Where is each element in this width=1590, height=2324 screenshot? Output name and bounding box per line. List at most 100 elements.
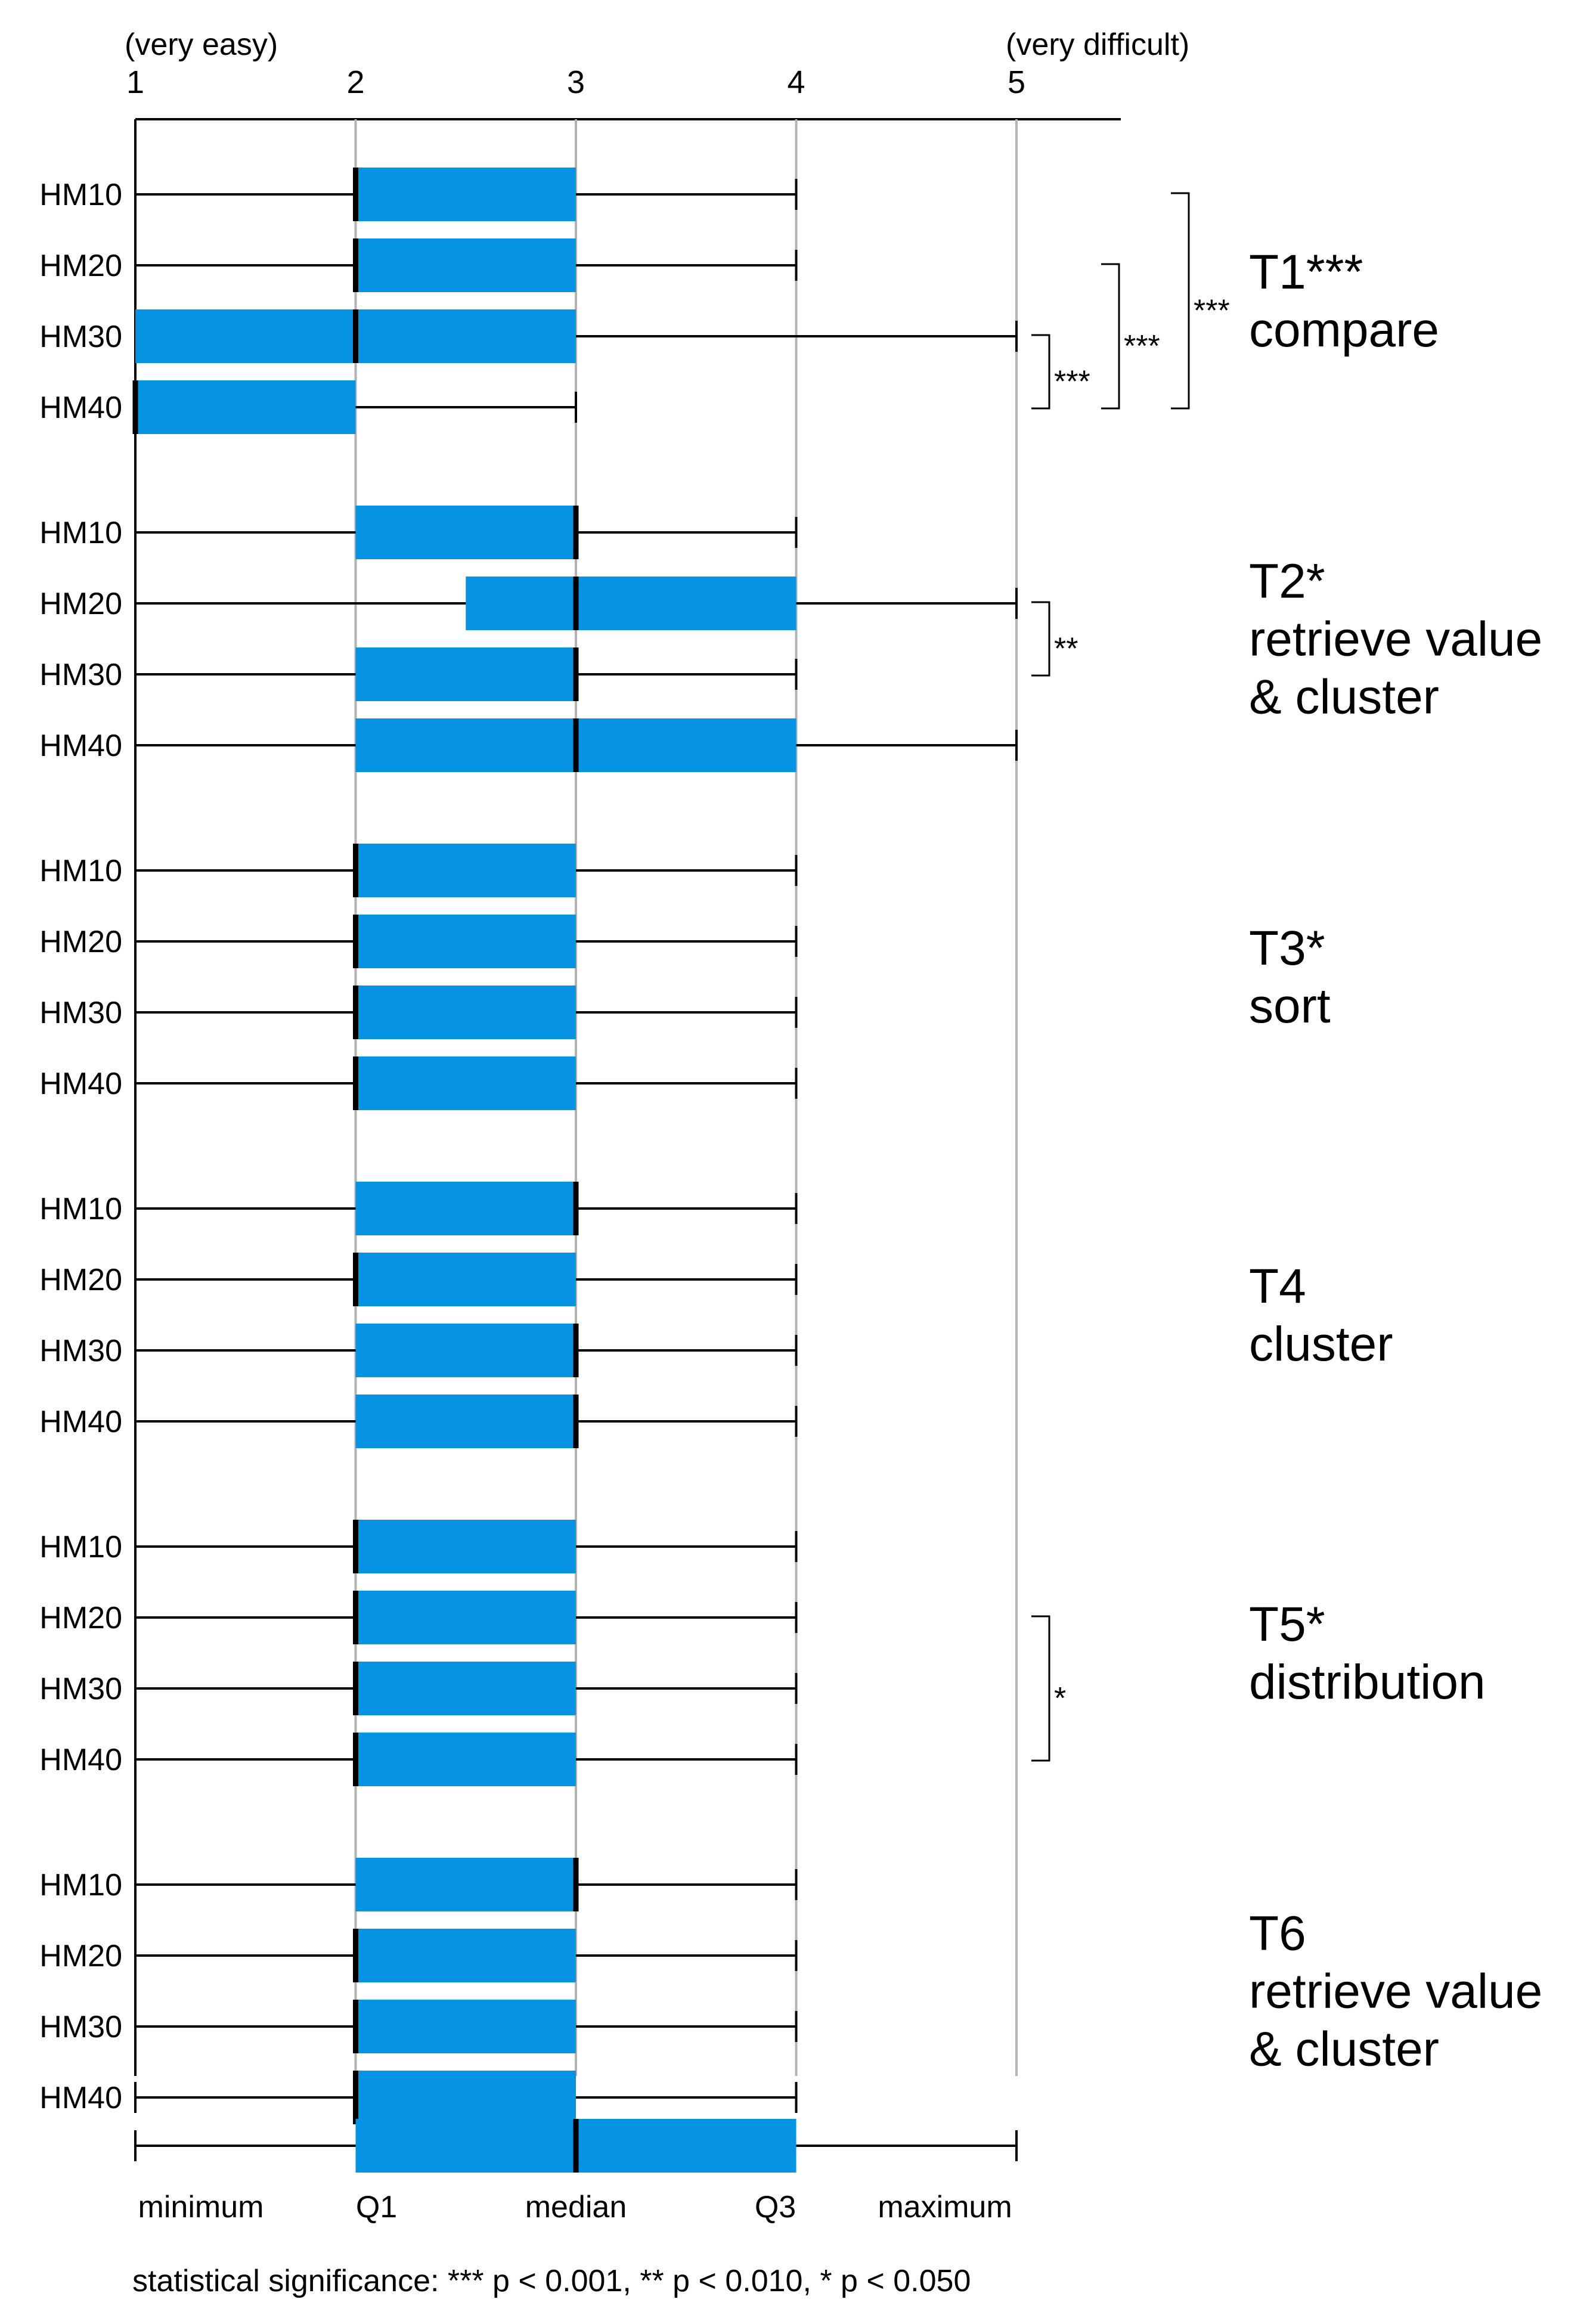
task-title: T5* [1249, 1597, 1325, 1651]
box-row: HM30 [39, 1662, 798, 1715]
row-label: HM30 [39, 320, 122, 354]
row-label: HM20 [39, 249, 122, 283]
box-row: HM40 [39, 1395, 798, 1448]
task-title: T3* [1249, 921, 1325, 975]
axis-tick-label: 3 [567, 64, 585, 100]
box-iqr-box [355, 1858, 576, 1911]
task-title: T2* [1249, 554, 1325, 609]
significance-stars: ** [1054, 632, 1078, 667]
task-group: HM10 HM20 HM30 HM40 T1***compare *** *** *** [39, 168, 1439, 434]
box-row: HM20 [39, 915, 798, 968]
task-subtitle: retrieve value [1249, 1964, 1542, 2019]
box-median-mark [353, 1929, 358, 1982]
row-label: HM40 [39, 729, 122, 763]
row-label: HM30 [39, 2010, 122, 2044]
box-row: HM40 [39, 1056, 798, 1110]
box-median-mark [573, 577, 579, 630]
task-group: HM10 HM20 HM30 HM40 T3*sort [39, 844, 1331, 1110]
box-median-mark [353, 238, 358, 292]
box-median-mark [573, 1324, 579, 1377]
box-row: HM10 [39, 506, 798, 559]
significance-bracket [1031, 601, 1050, 677]
box-median-mark [353, 915, 358, 968]
box-row: HM10 [39, 1182, 798, 1235]
significance-bracket [1171, 192, 1190, 410]
box-row: HM30 [39, 2000, 798, 2053]
box-median-mark [573, 1395, 579, 1448]
box-median-mark [353, 1591, 358, 1644]
task-title: T1*** [1249, 245, 1363, 299]
row-label: HM10 [39, 516, 122, 550]
box-median-mark [132, 380, 138, 434]
significance-stars: *** [1054, 365, 1090, 399]
box-median-mark [353, 1056, 358, 1110]
box-iqr-box [355, 168, 576, 221]
box-iqr-box [355, 2000, 576, 2053]
box-median-mark [353, 2000, 358, 2053]
significance-stars: *** [1124, 329, 1160, 364]
box-row: HM10 [39, 1858, 798, 1911]
row-label: HM40 [39, 1743, 122, 1777]
footnote: statistical significance: *** p < 0.001,… [132, 2264, 971, 2298]
task-group: HM10 HM20 HM30 HM40 T5*distribution * [39, 1520, 1486, 1786]
significance-bracket [1031, 1615, 1050, 1762]
box-iqr-box [355, 506, 576, 559]
box-iqr-box [135, 380, 356, 434]
box-row: HM20 [39, 238, 798, 292]
box-row: HM30 [39, 1324, 798, 1377]
box-iqr-box [466, 577, 796, 630]
box-iqr-box [355, 1395, 576, 1448]
row-label: HM30 [39, 1334, 122, 1368]
legend-label: median [525, 2190, 627, 2224]
row-label: HM40 [39, 1067, 122, 1101]
row-label: HM20 [39, 1601, 122, 1635]
task-subtitle: compare [1249, 303, 1439, 357]
significance-stars: * [1054, 1681, 1066, 1716]
box-iqr-box [355, 2071, 576, 2124]
task-title: T6 [1249, 1907, 1306, 1961]
box-median-mark [573, 1858, 579, 1911]
row-label: HM40 [39, 2081, 122, 2115]
task-subtitle: retrieve value [1249, 612, 1542, 667]
row-label: HM40 [39, 391, 122, 425]
box-median-mark [573, 718, 579, 772]
box-median-mark [353, 1662, 358, 1715]
legend-label: Q1 [356, 2190, 397, 2224]
box-iqr-box [355, 1056, 576, 1110]
axis-tick-label: 2 [346, 64, 364, 100]
task-subtitle: cluster [1249, 1317, 1393, 1371]
box-iqr-box [355, 647, 576, 701]
box-row: HM10 [39, 168, 798, 221]
significance-bracket [1031, 334, 1050, 410]
box-row: HM20 [39, 1929, 798, 1982]
box-iqr-box [355, 1733, 576, 1786]
box-iqr-box [355, 915, 576, 968]
legend-label: Q3 [755, 2190, 796, 2224]
box-median-mark [573, 1182, 579, 1235]
row-label: HM30 [39, 658, 122, 692]
box-iqr-box [355, 1929, 576, 1982]
row-label: HM20 [39, 925, 122, 959]
box-row: HM30 [39, 647, 798, 701]
box-iqr-box [355, 986, 576, 1039]
box-median-mark [353, 844, 358, 897]
legend-label: minimum [138, 2190, 264, 2224]
box-median-mark [573, 506, 579, 559]
box-iqr-box [355, 1324, 576, 1377]
row-label: HM10 [39, 854, 122, 888]
legend-box-median-mark [573, 2119, 579, 2173]
task-group: HM10 HM20 HM30 HM40 T2*retrieve value& clust… [39, 506, 1542, 772]
axis-end-label-left: (very easy) [125, 27, 278, 62]
box-row: HM40 [39, 718, 1018, 772]
axis-end-label-right: (very difficult) [1006, 27, 1189, 62]
box-iqr-box [355, 1591, 576, 1644]
box-median-mark [353, 1520, 358, 1573]
box-iqr-box [355, 238, 576, 292]
row-label: HM30 [39, 996, 122, 1030]
row-label: HM20 [39, 1939, 122, 1973]
row-label: HM10 [39, 178, 122, 212]
task-subtitle: & cluster [1249, 2022, 1439, 2077]
legend: minimum Q1 median Q3 maximum [134, 2119, 1018, 2224]
box-row: HM20 [39, 1253, 798, 1306]
